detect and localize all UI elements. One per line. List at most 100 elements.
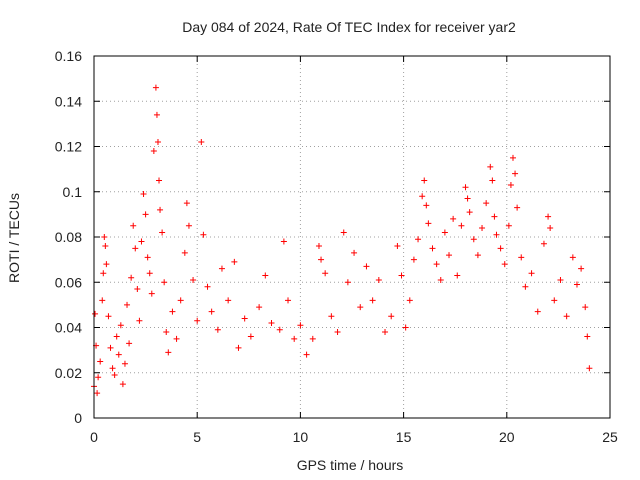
data-point <box>103 261 110 268</box>
data-point <box>159 229 166 236</box>
x-tick-label: 15 <box>396 429 412 445</box>
data-point <box>458 222 465 229</box>
data-point <box>128 274 135 281</box>
data-point <box>437 276 444 283</box>
data-point <box>146 270 153 277</box>
data-point <box>194 317 201 324</box>
data-point <box>514 204 521 211</box>
data-point <box>119 381 126 388</box>
x-tick-label: 0 <box>90 429 98 445</box>
data-point <box>410 256 417 263</box>
data-point <box>518 254 525 261</box>
data-point <box>489 177 496 184</box>
data-point <box>375 276 382 283</box>
data-point <box>150 148 157 155</box>
data-point <box>247 333 254 340</box>
data-point <box>540 240 547 247</box>
data-point <box>423 202 430 209</box>
data-point <box>388 313 395 320</box>
data-point <box>241 315 248 322</box>
data-point <box>369 297 376 304</box>
axis-ticks <box>93 55 611 419</box>
data-point <box>138 238 145 245</box>
data-point <box>382 329 389 336</box>
data-point <box>262 272 269 279</box>
data-point <box>130 222 137 229</box>
y-tick-label: 0.14 <box>55 93 82 109</box>
data-point <box>315 243 322 250</box>
data-point <box>318 256 325 263</box>
data-point <box>398 272 405 279</box>
y-tick-label: 0.04 <box>55 320 82 336</box>
data-point <box>200 231 207 238</box>
data-point <box>154 138 161 145</box>
data-point <box>582 304 589 311</box>
data-point <box>124 301 131 308</box>
data-point <box>470 236 477 243</box>
data-point <box>107 344 114 351</box>
data-point <box>479 224 486 231</box>
data-point <box>464 195 471 202</box>
data-point <box>121 360 128 367</box>
data-point <box>474 252 481 259</box>
data-points <box>91 84 593 397</box>
data-point <box>569 254 576 261</box>
data-point <box>415 236 422 243</box>
y-axis-label: ROTI / TECUs <box>6 193 22 283</box>
data-point <box>109 365 116 372</box>
data-point <box>297 322 304 329</box>
data-point <box>113 333 120 340</box>
y-tick-labels: 0 0.02 0.04 0.06 0.08 0.1 0.12 0.14 0.16 <box>55 48 82 426</box>
data-point <box>276 326 283 333</box>
data-point <box>429 245 436 252</box>
data-point <box>497 245 504 252</box>
data-point <box>491 213 498 220</box>
data-point <box>545 213 552 220</box>
data-point <box>450 215 457 222</box>
data-point <box>134 286 141 293</box>
data-point <box>454 272 461 279</box>
data-point <box>285 297 292 304</box>
data-point <box>340 229 347 236</box>
x-axis-label: GPS time / hours <box>297 457 404 473</box>
x-tick-label: 20 <box>499 429 515 445</box>
data-point <box>157 206 164 213</box>
x-tick-label: 10 <box>293 429 309 445</box>
data-point <box>136 317 143 324</box>
data-point <box>551 297 558 304</box>
data-point <box>268 319 275 326</box>
y-tick-label: 0.1 <box>63 184 83 200</box>
data-point <box>563 313 570 320</box>
data-point <box>328 313 335 320</box>
data-point <box>462 184 469 191</box>
data-point <box>528 270 535 277</box>
data-point <box>507 181 514 188</box>
data-point <box>183 200 190 207</box>
data-point <box>425 220 432 227</box>
data-point <box>351 249 358 256</box>
y-tick-label: 0.12 <box>55 139 82 155</box>
data-point <box>94 390 101 397</box>
data-point <box>99 297 106 304</box>
data-point <box>117 322 124 329</box>
data-point <box>522 283 529 290</box>
x-tick-labels: 0 5 10 15 20 25 <box>90 429 618 445</box>
data-point <box>169 308 176 315</box>
data-point <box>153 111 160 118</box>
data-point <box>309 335 316 342</box>
data-point <box>132 245 139 252</box>
data-point <box>406 297 413 304</box>
data-point <box>557 276 564 283</box>
data-point <box>95 374 102 381</box>
data-point <box>198 138 205 145</box>
data-point <box>140 191 147 198</box>
data-point <box>256 304 263 311</box>
data-point <box>344 279 351 286</box>
data-point <box>501 261 508 268</box>
chart-title: Day 084 of 2024, Rate Of TEC Index for r… <box>182 19 516 35</box>
data-point <box>152 84 159 91</box>
x-tick-label: 5 <box>193 429 201 445</box>
data-point <box>547 224 554 231</box>
data-point <box>163 329 170 336</box>
y-tick-label: 0.02 <box>55 365 82 381</box>
